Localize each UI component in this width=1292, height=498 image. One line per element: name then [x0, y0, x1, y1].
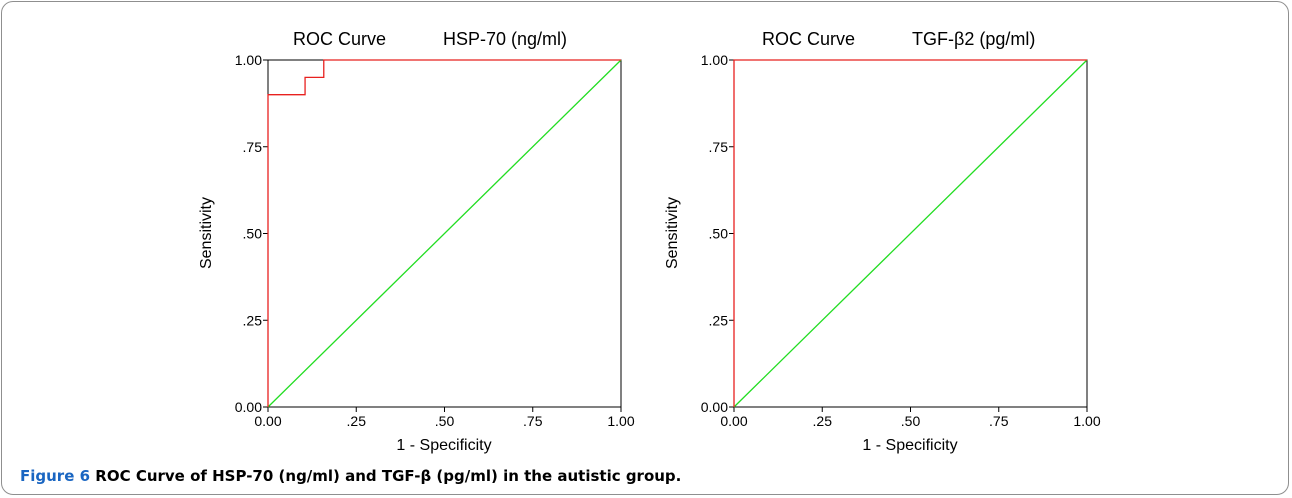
chart-title: ROC Curve: [762, 29, 855, 49]
figure-caption-text: ROC Curve of HSP-70 (ng/ml) and TGF-β (p…: [95, 467, 681, 485]
figure-caption-label: Figure 6: [20, 467, 90, 485]
chart-marks: 0.00 .25 .50 .75 1.00 0.00 .25 .50 .75 1.00: [701, 52, 1101, 429]
y-axis-label: Sensitivity: [664, 197, 681, 269]
y-tick-label: 0.00: [701, 399, 728, 415]
y-tick-label: .75: [709, 139, 729, 155]
x-tick-label: 1.00: [1073, 413, 1100, 429]
x-tick-label: .25: [813, 413, 833, 429]
chart-subtitle: TGF-β2 (pg/ml): [912, 29, 1035, 49]
y-tick-label: .25: [709, 312, 729, 328]
x-tick-label: 0.00: [720, 413, 747, 429]
y-tick-label: .50: [709, 226, 729, 242]
y-tick-label: 1.00: [701, 52, 728, 68]
x-axis-label: 1 - Specificity: [862, 437, 957, 454]
figure-caption: Figure 6 ROC Curve of HSP-70 (ng/ml) and…: [20, 467, 681, 485]
x-tick-label: .75: [989, 413, 1009, 429]
reference-diagonal-line: [734, 60, 1087, 407]
roc-chart-tgf-beta2: ROC Curve TGF-β2 (pg/ml) 1 - Specificity…: [0, 0, 1292, 460]
x-tick-label: .50: [901, 413, 921, 429]
